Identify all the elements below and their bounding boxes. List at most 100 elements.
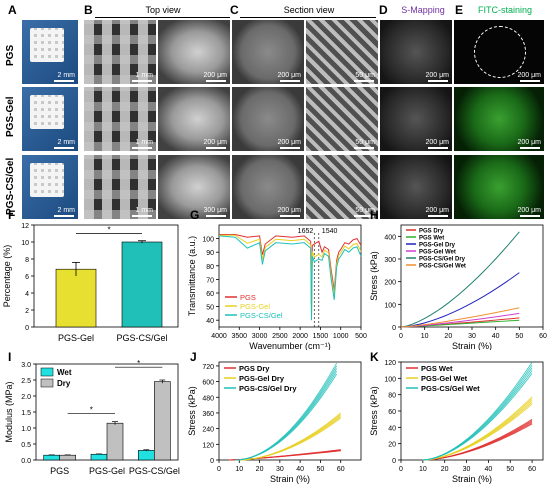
- x-tick-label: 40: [492, 333, 500, 340]
- panel-label-a: A: [8, 3, 17, 17]
- legend-label: PGS-CS/Gel Wet: [421, 384, 480, 393]
- strut-overlay: [84, 87, 156, 151]
- dashed-circle: [474, 26, 526, 78]
- x-tick-label: 0: [217, 466, 221, 473]
- scalebar: [520, 147, 540, 149]
- scalebar-label: 50 μm: [355, 72, 375, 79]
- scalebar-label: 200 μm: [517, 207, 542, 214]
- micrograph-b2-row1: 200 μm: [158, 20, 230, 84]
- y-tick-label: 20: [388, 442, 396, 449]
- y-tick-label: 240: [202, 427, 214, 434]
- panel-label-k: K: [370, 350, 379, 364]
- micrograph-b1-row2: 1 mm: [84, 87, 156, 151]
- plot-frame: [218, 361, 362, 461]
- micrograph-a-row1: 2 mm: [22, 20, 78, 84]
- legend-label: Dry: [57, 379, 71, 388]
- legend-label: PGS Dry: [419, 229, 444, 235]
- legend-label: PGS-CS/Gel Wet: [419, 264, 466, 270]
- category-label: PGS-CS/Gel: [129, 466, 180, 476]
- micrograph-b2-row3: 300 μm: [158, 155, 230, 219]
- y-tick-label: 6: [25, 274, 29, 281]
- y-tick-label: 50: [206, 305, 214, 312]
- chart-j-stress-dry: 0 120 240 360 480 600 720 0 10 20 30 40 50 60 Stress (…: [187, 361, 362, 484]
- scalebar-label: 200 μm: [277, 72, 302, 79]
- micrograph-a-row2: 2 mm: [22, 87, 78, 151]
- x-tick-label: 10: [419, 466, 427, 473]
- chart-f-percentage: 0 2 4 6 8 10 12 Percentage (%) PGS-Gel PGS-CS/Gel…: [2, 223, 179, 343]
- x-tick-label: 0: [399, 333, 403, 340]
- y-tick-label: 1.5: [21, 410, 31, 417]
- y-tick-label: 2.5: [21, 378, 31, 385]
- y-axis-label: Stress (kPa): [187, 386, 197, 436]
- y-axis-label: Transmittance (a.u.): [187, 236, 197, 316]
- header-section-view: Section view: [283, 5, 335, 15]
- legend-label: PGS-Gel Dry: [419, 243, 456, 249]
- significance-mark: *: [107, 226, 110, 235]
- micrograph-e-row2: 200 μm: [454, 87, 544, 151]
- header-top-view: Top view: [145, 5, 181, 15]
- series-line: [235, 362, 338, 461]
- bar: [121, 241, 163, 328]
- y-tick-label: 360: [202, 411, 214, 418]
- y-tick-label: 120: [202, 442, 214, 449]
- y-tick-label: 90: [206, 250, 214, 257]
- series-line: [422, 396, 533, 461]
- panel-label-d: D: [379, 3, 388, 17]
- series-line: [239, 415, 341, 461]
- strut-overlay: [84, 20, 156, 84]
- micrograph-e-row1: 200 μm: [454, 20, 544, 84]
- scalebar-label: 200 μm: [425, 72, 450, 79]
- chart-i-modulus: 0.0 0.5 1.0 1.5 2.0 2.5 3.0 Modulus (MPa) PGS PGS…: [4, 359, 180, 476]
- y-tick-label: 100: [384, 302, 396, 309]
- scalebar: [280, 80, 300, 82]
- y-axis-label: Modulus (MPa): [4, 381, 14, 442]
- plot-frame: [218, 224, 362, 328]
- y-tick-label: 200: [384, 280, 396, 287]
- marker-label: 1540: [322, 228, 338, 235]
- row-label-pgs: PGS: [5, 44, 16, 66]
- panel-label-e: E: [455, 3, 464, 17]
- x-tick-label: 60: [337, 466, 345, 473]
- x-tick-label: 1000: [333, 333, 349, 340]
- bar: [59, 454, 76, 461]
- panel-label-f: F: [8, 208, 16, 222]
- x-tick-label: 60: [528, 466, 536, 473]
- x-tick-label: 50: [317, 466, 325, 473]
- y-tick-label: 600: [202, 380, 214, 387]
- micrograph-d-row1: 200 μm: [380, 20, 452, 84]
- y-tick-label: 60: [206, 291, 214, 298]
- scalebar: [132, 147, 152, 149]
- y-tick-label: 4: [25, 291, 29, 298]
- x-tick-label: 20: [256, 466, 264, 473]
- micrograph-d-row3: 200 μm: [380, 155, 452, 219]
- scaffold-grid: [30, 28, 64, 62]
- header-top-view-line: [95, 17, 230, 18]
- x-tick-label: 2000: [292, 333, 308, 340]
- x-axis-label: Strain (%): [270, 474, 310, 484]
- scalebar: [428, 215, 448, 217]
- y-tick-label: 100: [202, 237, 214, 244]
- series-line: [422, 418, 533, 461]
- y-tick-label: 0: [392, 458, 396, 465]
- micrograph-c1-row1: 200 μm: [232, 20, 304, 84]
- scalebar-label: 200 μm: [277, 207, 302, 214]
- y-tick-label: 720: [202, 364, 214, 371]
- micrograph-c2-row1: 50 μm: [306, 20, 378, 84]
- scalebar: [54, 147, 74, 149]
- y-tick-label: 2.0: [21, 394, 31, 401]
- legend-label: PGS Dry: [239, 364, 270, 373]
- legend-label: PGS: [240, 293, 256, 302]
- x-tick-label: 30: [276, 466, 284, 473]
- x-tick-label: 3000: [252, 333, 268, 340]
- scalebar: [520, 80, 540, 82]
- x-axis-label: Wavenumber (cm⁻¹): [249, 341, 330, 350]
- scalebar-label: 2 mm: [57, 72, 76, 79]
- scalebar: [54, 215, 74, 217]
- legend-label: PGS-Gel Wet: [419, 250, 456, 256]
- chart-h-stress-strain: 0 100 200 300 400 0 10 20 30 40 50 60 Stress (kPa) St…: [369, 224, 547, 350]
- scalebar-label: 2 mm: [57, 139, 76, 146]
- x-tick-label: 2500: [272, 333, 288, 340]
- panel-label-b: B: [84, 3, 93, 17]
- significance-mark: *: [137, 359, 140, 368]
- series-line: [219, 234, 362, 314]
